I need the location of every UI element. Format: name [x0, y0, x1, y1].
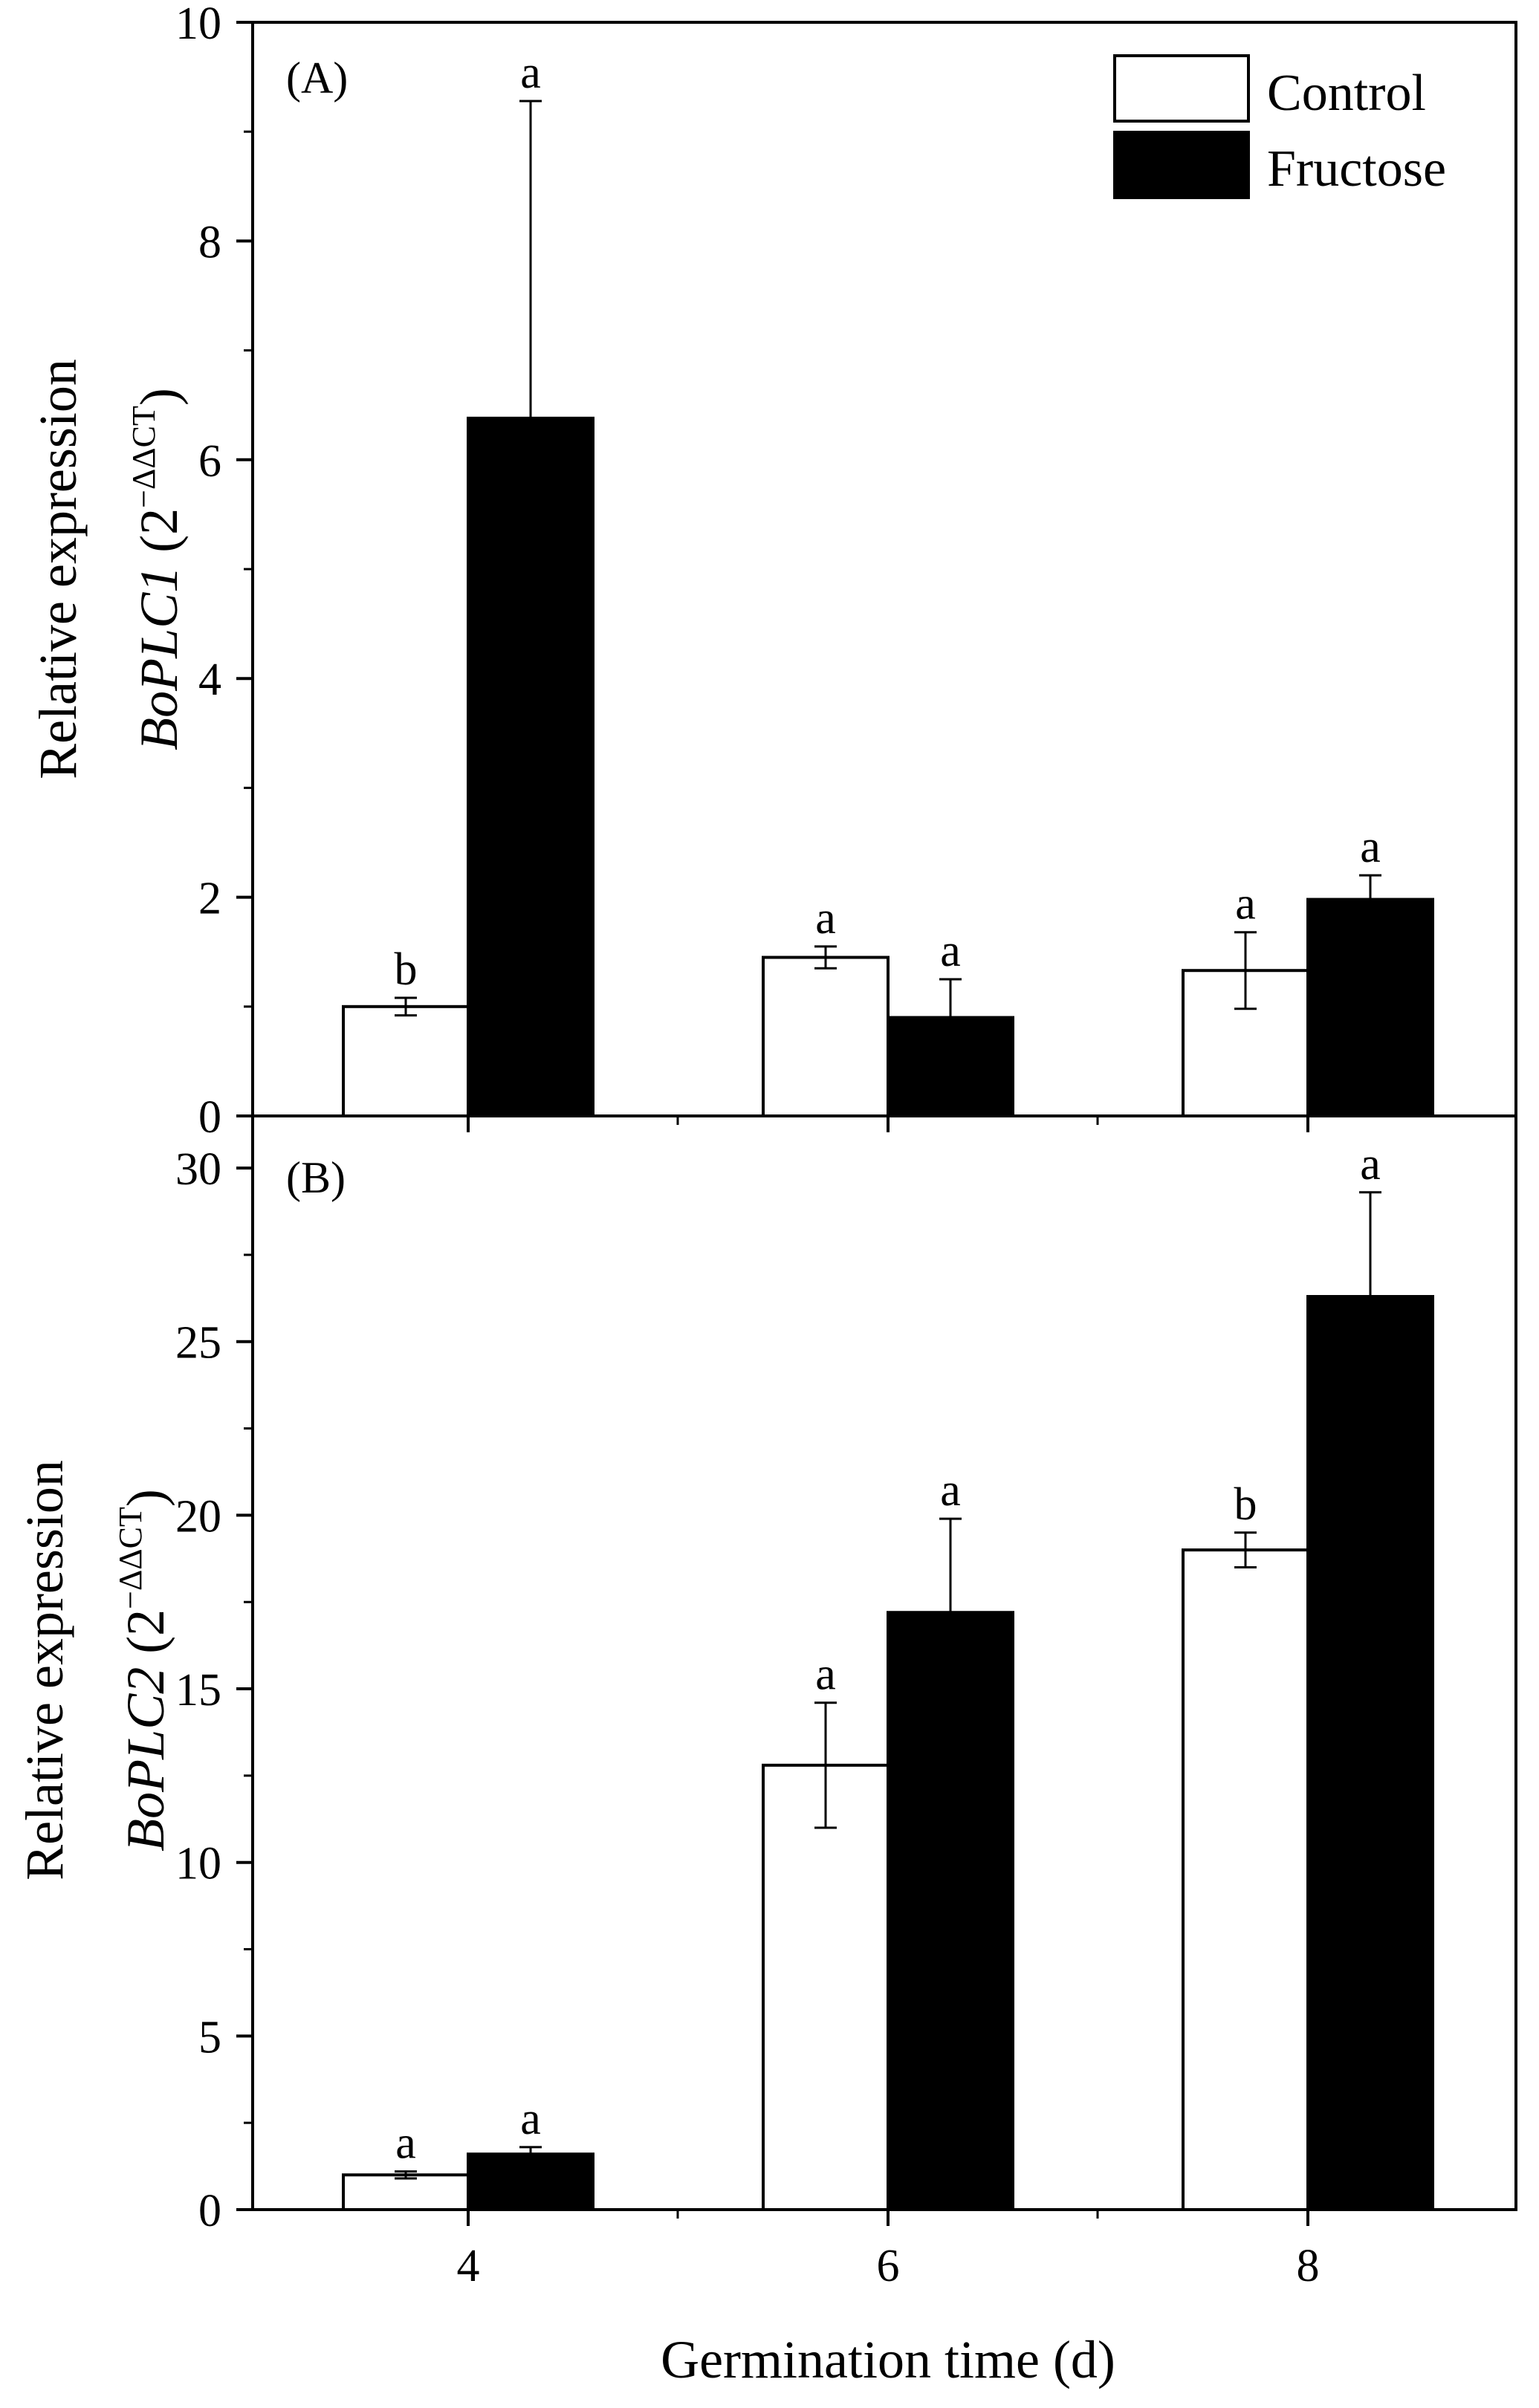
panel-b-y-tick-label: 25 — [175, 1318, 221, 1369]
panel-b-significance-letter: a — [940, 1465, 961, 1516]
panel-b-ylabel-unit-sup: −ΔΔCT — [112, 1507, 149, 1609]
panel-b-bar-control — [1182, 1548, 1309, 2211]
panel-a-significance-letter: a — [1235, 879, 1256, 929]
legend-swatch-control — [1113, 54, 1250, 123]
panel-a-bar-control — [762, 955, 890, 1118]
panel-b-y-tick-label: 0 — [198, 2186, 221, 2236]
panel-b-ylabel-unit-close: ) — [116, 1489, 175, 1507]
panel-b-bar-control — [762, 1763, 890, 2212]
panel-b: 0 5 10 15 20 25 30 a a b a a a 4 6 8 (B) Relative exp… — [15, 1114, 1517, 2389]
legend-swatch-fructose — [1113, 131, 1250, 199]
panel-a-significance-letter: a — [940, 926, 961, 976]
panel-a-bars — [342, 416, 1434, 1118]
x-axis: 4 6 8 — [457, 2241, 1320, 2291]
panel-b-bars — [342, 1294, 1434, 2212]
panel-a-ylabel-line1: Relative expression — [28, 359, 88, 779]
panel-b-significance-letter: a — [815, 1649, 836, 1700]
panel-a-y-axis: 0 2 4 6 8 10 — [175, 0, 1309, 1143]
panel-b-significance-letter: b — [1234, 1479, 1257, 1530]
panel-a-ylabel-gene: BoPLC1 — [129, 566, 189, 750]
panel-a-significance-letter: a — [1360, 822, 1381, 872]
panel-b-ylabel-unit-open: (2 — [116, 1609, 175, 1667]
panel-a-label: (A) — [286, 53, 348, 103]
panel-a-significance-letter: a — [815, 893, 836, 944]
panel-a-y-tick-label: 0 — [198, 1092, 221, 1143]
panel-b-y-axis: 0 5 10 15 20 25 30 — [175, 1144, 1309, 2236]
panel-b-bar-fructose — [887, 1611, 1014, 2211]
panel-b-bar-fructose — [467, 2152, 594, 2211]
panel-a-bar-fructose — [1306, 898, 1434, 1117]
panel-b-significance-letter: a — [395, 2118, 416, 2169]
panel-b-y-tick-label: 10 — [175, 1839, 221, 1889]
panel-a-error-bars — [395, 100, 1381, 1057]
x-tick-label: 4 — [457, 2241, 480, 2291]
panel-b-ylabel-line2: BoPLC2 (2−ΔΔCT) — [112, 1489, 175, 1852]
panel-a-y-tick-label: 8 — [198, 217, 221, 267]
panel-b-bar-control — [342, 2173, 470, 2211]
panel-b-y-tick-label: 20 — [175, 1491, 221, 1542]
panel-a-y-tick-label: 10 — [175, 0, 221, 49]
panel-b-label: (B) — [286, 1153, 346, 1202]
panel-a-ylabel-line2: BoPLC1 (2−ΔΔCT) — [126, 388, 189, 750]
panel-b-ylabel-line1: Relative expression — [15, 1460, 74, 1880]
panel-b-y-tick-label: 15 — [175, 1665, 221, 1716]
legend-label-fructose: Fructose — [1267, 140, 1446, 198]
panel-b-significance-letters: a a b a a a — [395, 1139, 1381, 2169]
panel-a-y-tick-label: 4 — [198, 655, 221, 705]
panel-b-significance-letter: a — [1360, 1139, 1381, 1190]
panel-a: 0 2 4 6 8 10 b a a a a a (A) Relative expression B… — [28, 0, 1517, 1143]
panel-a-significance-letter: a — [520, 48, 541, 98]
x-tick-label: 6 — [877, 2241, 900, 2291]
panel-a-bar-control — [342, 1005, 470, 1118]
panel-a-ylabel-unit-sup: −ΔΔCT — [126, 406, 162, 508]
x-tick-label: 8 — [1297, 2241, 1320, 2291]
panel-b-ylabel-gene: BoPLC2 — [116, 1667, 175, 1852]
legend: Control Fructose — [1113, 54, 1446, 199]
panel-a-ylabel-unit-open: (2 — [129, 508, 189, 566]
panel-b-y-tick-label: 30 — [175, 1144, 221, 1195]
panel-b-y-tick-label: 5 — [198, 2012, 221, 2063]
panel-b-bar-fructose — [1306, 1294, 1434, 2211]
panel-a-y-tick-label: 2 — [198, 874, 221, 924]
panel-a-significance-letter: b — [395, 944, 418, 995]
panel-a-ylabel-unit-close: ) — [129, 388, 189, 406]
panel-a-significance-letters: b a a a a a — [395, 48, 1381, 995]
panel-a-y-tick-label: 6 — [198, 436, 221, 487]
x-axis-title: Germination time (d) — [661, 2330, 1115, 2389]
panel-b-error-bars — [395, 1191, 1381, 2180]
legend-label-control: Control — [1267, 65, 1426, 122]
panel-b-significance-letter: a — [520, 2094, 541, 2144]
